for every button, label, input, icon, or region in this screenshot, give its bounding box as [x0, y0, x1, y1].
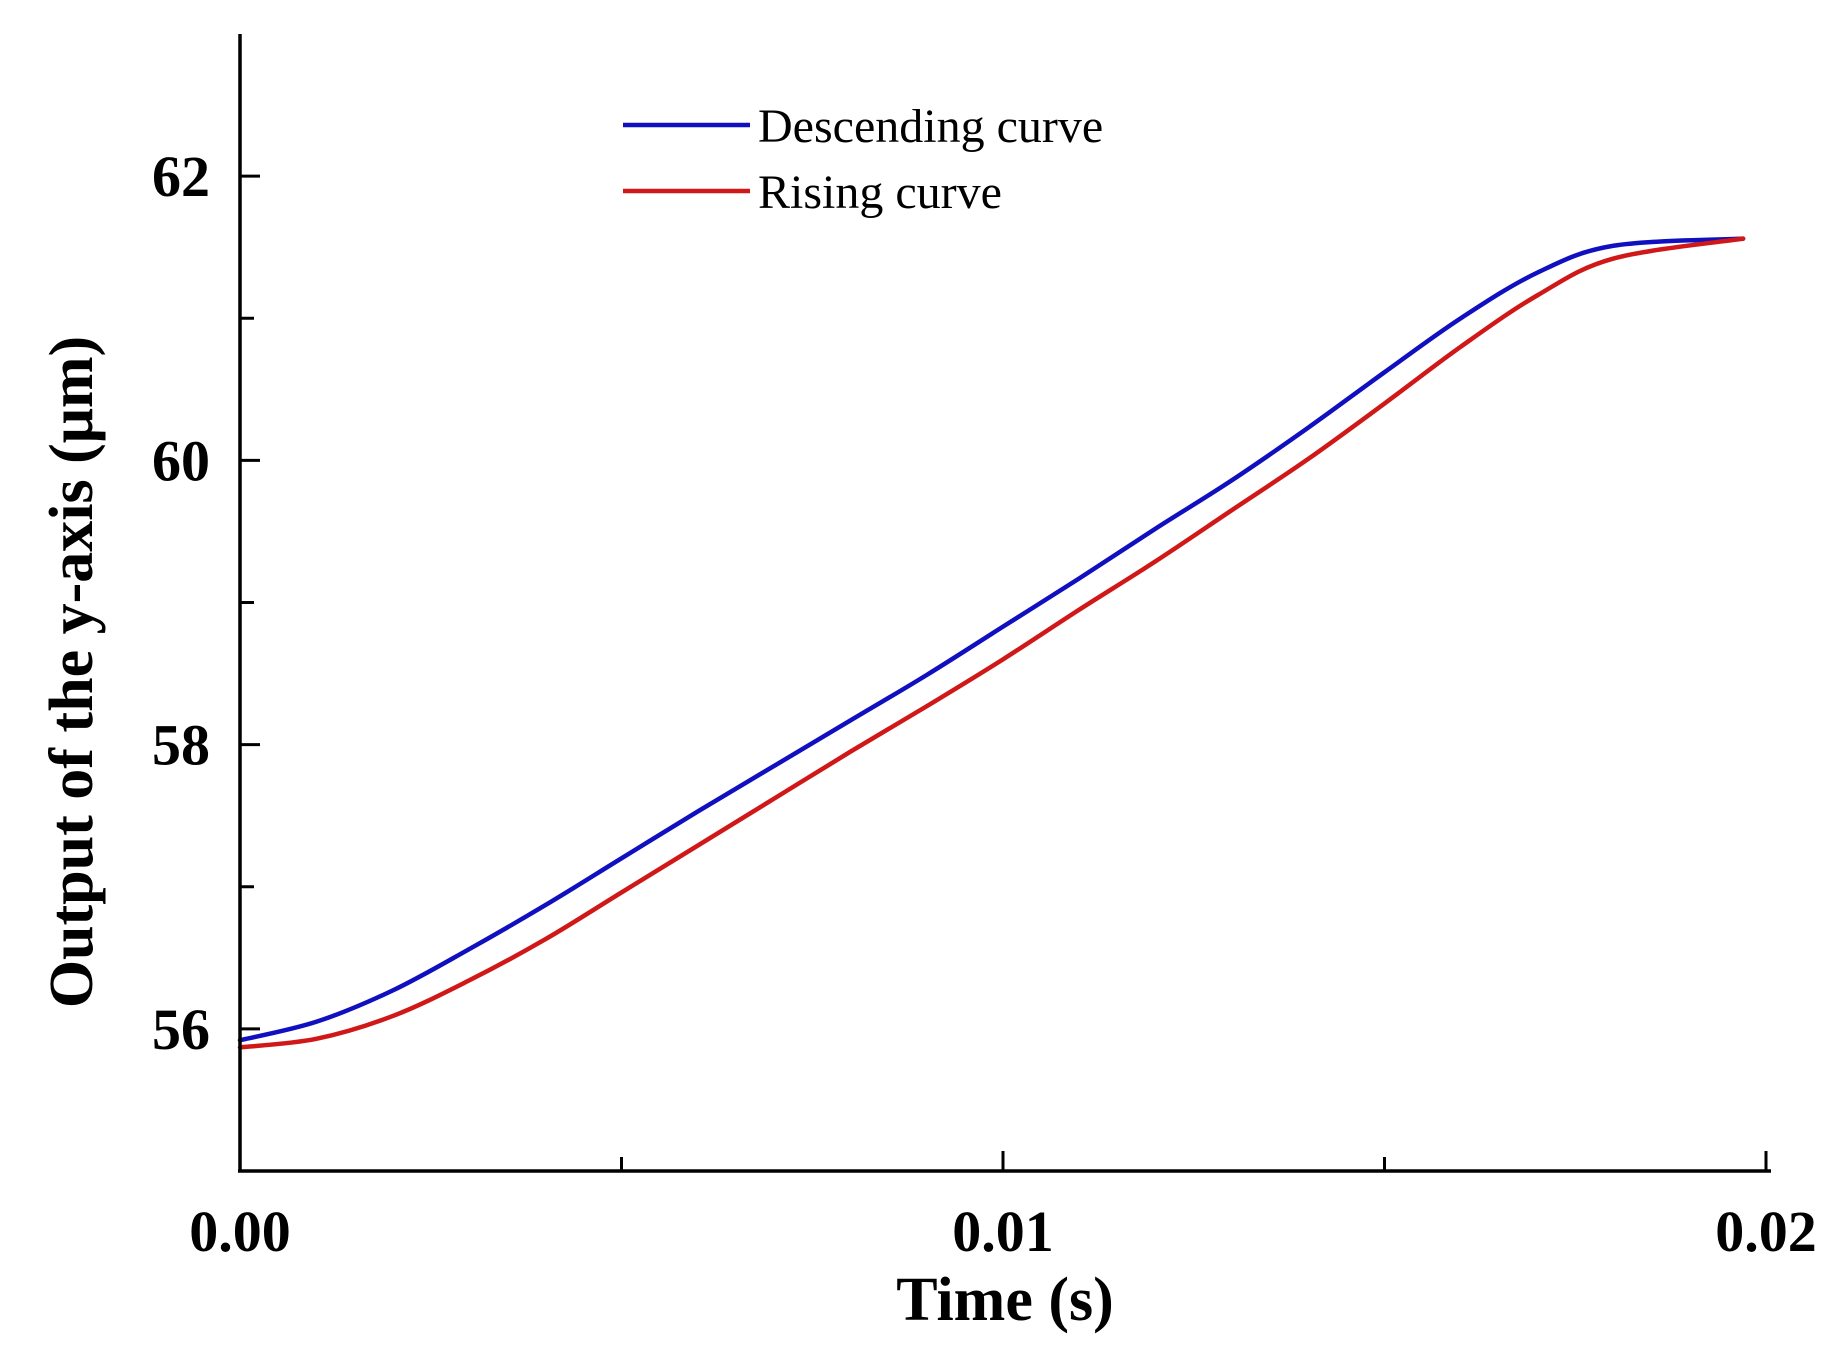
series-line-descending-curve — [237, 236, 1746, 1043]
series-line-rising-curve — [237, 236, 1746, 1050]
x-tick-label: 0.02 — [1715, 1199, 1817, 1264]
y-tick-label: 60 — [152, 428, 210, 493]
y-axis-title: Output of the y-axis (μm) — [38, 336, 106, 1008]
y-tick-label: 62 — [152, 144, 210, 209]
series-layer — [237, 236, 1746, 1050]
tick-labels: 0.00 0.01 0.02 56 58 60 62 — [152, 144, 1817, 1264]
ticks — [238, 174, 1768, 1171]
legend-label-rising: Rising curve — [758, 166, 1002, 219]
y-tick-label: 58 — [152, 713, 210, 778]
x-tick-label: 0.01 — [952, 1199, 1054, 1264]
legend-label-descending: Descending curve — [758, 100, 1103, 153]
y-tick-label: 56 — [152, 997, 210, 1062]
x-tick-label: 0.00 — [189, 1199, 291, 1264]
x-axis-title: Time (s) — [896, 1266, 1114, 1334]
legend: Descending curve Rising curve — [623, 100, 1103, 219]
